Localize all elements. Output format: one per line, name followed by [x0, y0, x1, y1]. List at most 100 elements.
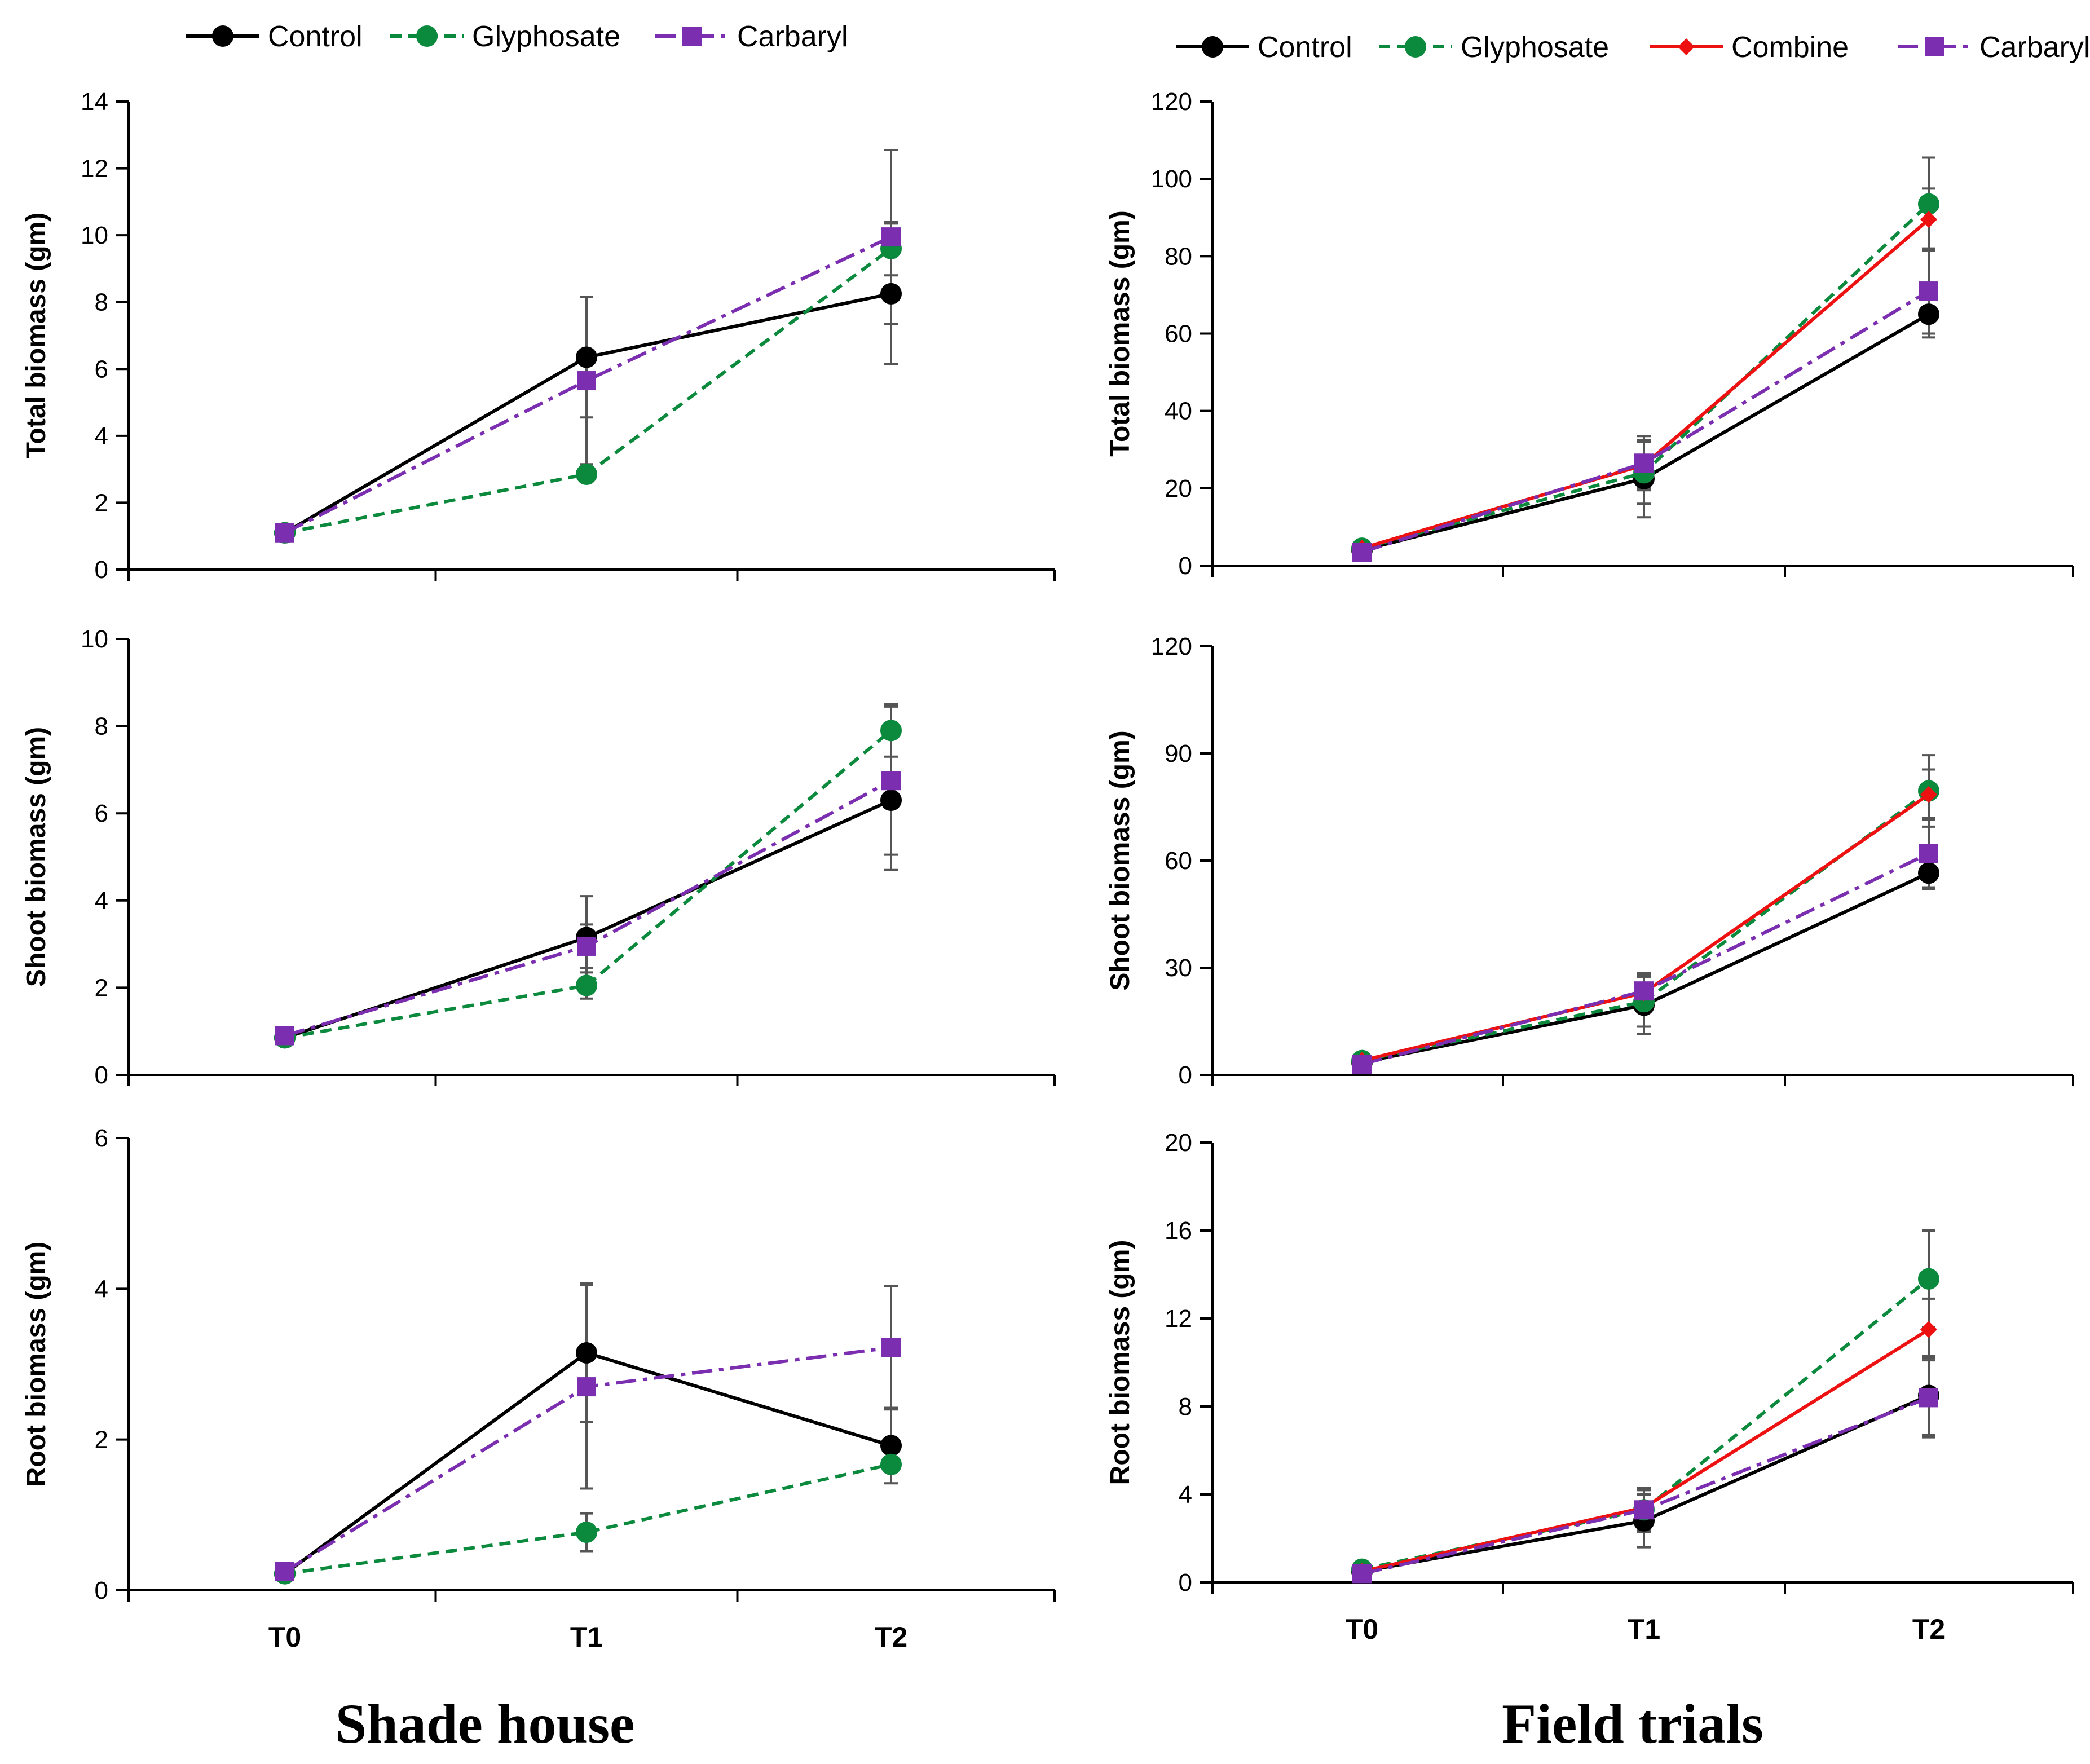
series-line-control	[1361, 312, 1930, 552]
x-tick-label-t1: T1	[570, 1621, 603, 1653]
y-tick-label: 10	[81, 222, 108, 249]
data-point-control	[1918, 303, 1939, 325]
caption-shade-house: Shade house	[336, 1692, 635, 1755]
y-tick-label: 4	[95, 1275, 108, 1303]
y-tick-label: 30	[1165, 954, 1192, 982]
series-line-control	[1361, 1393, 1930, 1573]
data-point-glyphosate	[576, 464, 597, 486]
series-line-glyphosate	[284, 1462, 892, 1576]
data-point-control	[576, 346, 597, 368]
data-point-combine	[1920, 786, 1937, 803]
series-line-glyphosate	[1361, 790, 1930, 1062]
y-tick-label: 14	[81, 88, 108, 116]
data-point-glyphosate	[576, 1522, 597, 1544]
legend-marker-combine	[1678, 38, 1695, 55]
legend-shade-house: Control Glyphosate Carbaryl	[186, 20, 848, 53]
data-point-carbaryl	[275, 1562, 294, 1581]
x-tick-label-t0: T0	[1346, 1613, 1378, 1645]
legend-item-glyphosate: Glyphosate	[390, 20, 620, 53]
chart-field-shoot: 0 30 60 90 120 Shoot biomass (gm)	[1105, 633, 2074, 1089]
data-point-control	[880, 1435, 902, 1457]
chart-field-root: 0 4 8 12 16 20 T0 T1 T2 Root biomass (gm)	[1105, 1129, 2074, 1645]
legend-marker-control	[1202, 36, 1223, 58]
y-tick-label: 40	[1165, 398, 1192, 425]
y-tick-label: 4	[1179, 1481, 1192, 1509]
legend-marker-carbaryl	[682, 27, 702, 46]
series-line-glyphosate	[1361, 202, 1930, 550]
y-tick-label: 10	[81, 625, 108, 653]
data-point-glyphosate	[880, 720, 902, 742]
legend-label-carbaryl: Carbaryl	[1979, 31, 2090, 64]
series-line-combine	[1361, 1328, 1930, 1573]
y-tick-label: 2	[95, 489, 108, 517]
data-point-glyphosate	[880, 1453, 902, 1475]
x-tick-label-t2: T2	[1912, 1613, 1945, 1645]
y-axis-label: Total biomass (gm)	[1105, 210, 1135, 456]
series-line-combine	[1361, 793, 1930, 1062]
legend-label-glyphosate: Glyphosate	[1461, 31, 1609, 64]
y-tick-label: 0	[1179, 1569, 1192, 1597]
y-tick-label: 12	[81, 155, 108, 183]
y-tick-label: 20	[1165, 475, 1192, 502]
data-point-glyphosate	[1918, 1268, 1939, 1290]
legend-marker-carbaryl	[1925, 37, 1944, 56]
data-point-control	[880, 283, 902, 305]
series-line-combine	[1361, 218, 1930, 550]
data-point-control	[880, 790, 902, 812]
y-tick-label: 12	[1165, 1305, 1192, 1333]
y-tick-label: 16	[1165, 1217, 1192, 1245]
y-tick-label: 120	[1151, 88, 1192, 116]
data-point-carbaryl	[275, 523, 294, 543]
data-point-carbaryl	[577, 1377, 596, 1397]
data-point-carbaryl	[1919, 844, 1938, 863]
legend-marker-glyphosate	[1405, 36, 1426, 58]
y-tick-label: 0	[95, 1061, 108, 1089]
legend-label-control: Control	[1258, 31, 1352, 64]
data-point-carbaryl	[1919, 1388, 1938, 1408]
y-tick-label: 60	[1165, 847, 1192, 875]
y-axis-label: Root biomass (gm)	[21, 1242, 51, 1487]
data-point-carbaryl	[1919, 281, 1938, 301]
y-tick-label: 8	[95, 713, 108, 740]
y-tick-label: 6	[95, 800, 108, 827]
data-point-carbaryl	[1634, 453, 1654, 473]
chart-shade-total: 0 2 4 6 8 10 12 14 Total biomass (gm)	[21, 88, 1056, 584]
data-point-carbaryl	[1352, 1564, 1372, 1584]
y-tick-label: 0	[1179, 1061, 1192, 1089]
y-tick-label: 2	[95, 1426, 108, 1454]
data-point-carbaryl	[881, 227, 901, 247]
caption-field-trials: Field trials	[1502, 1692, 1763, 1755]
y-tick-label: 90	[1165, 740, 1192, 768]
y-axis-label: Total biomass (gm)	[21, 213, 51, 458]
legend-label-glyphosate: Glyphosate	[472, 20, 620, 53]
data-point-carbaryl	[577, 936, 596, 956]
legend-field-trials: Control Glyphosate Combine Carbaryl	[1176, 31, 2090, 64]
series-line-carbaryl	[1361, 852, 1930, 1066]
chart-field-total: 0 20 40 60 80 100 120 Total biomass (gm)	[1105, 88, 2074, 580]
y-tick-label: 80	[1165, 242, 1192, 270]
y-tick-label: 8	[1179, 1393, 1192, 1421]
x-tick-label-t0: T0	[268, 1621, 301, 1653]
chart-shade-root: 0 2 4 6 T0 T1 T2 Root biomass (gm)	[21, 1124, 1056, 1653]
x-tick-label-t1: T1	[1628, 1613, 1660, 1645]
legend-item-control: Control	[186, 20, 363, 53]
y-tick-label: 2	[95, 974, 108, 1002]
y-tick-label: 60	[1165, 320, 1192, 348]
y-tick-label: 4	[95, 422, 108, 450]
data-point-control	[1918, 862, 1939, 884]
y-axis-label: Root biomass (gm)	[1105, 1240, 1135, 1485]
data-point-carbaryl	[577, 371, 596, 391]
legend-marker-glyphosate	[416, 25, 438, 47]
y-axis-label: Shoot biomass (gm)	[1105, 730, 1135, 990]
legend-label-control: Control	[268, 20, 363, 53]
data-point-control	[576, 1342, 597, 1364]
y-tick-label: 20	[1165, 1129, 1192, 1157]
data-point-carbaryl	[881, 1338, 901, 1357]
y-tick-label: 6	[95, 355, 108, 383]
y-tick-label: 0	[1179, 552, 1192, 580]
legend-item-control: Control	[1176, 31, 1352, 64]
legend-marker-control	[212, 25, 233, 47]
legend-item-combine: Combine	[1650, 31, 1849, 64]
y-axis-label: Shoot biomass (gm)	[21, 727, 51, 987]
